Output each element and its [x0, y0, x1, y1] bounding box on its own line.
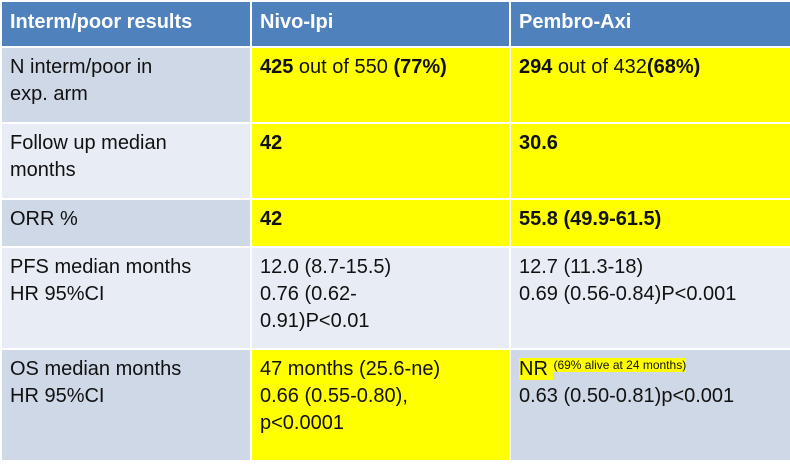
- pembro-cell: 55.8 (49.9-61.5): [509, 198, 790, 248]
- nivo-orr: 42: [260, 208, 283, 230]
- pembro-os-line: NR (69% alive at 24 months): [519, 356, 782, 383]
- pembro-total: out of 432: [552, 56, 647, 78]
- nivo-cell: 47 months (25.6-ne) 0.66 (0.55-0.80), p<…: [250, 348, 511, 462]
- label-line: OS median months: [10, 358, 182, 380]
- header-nivo-ipi: Nivo-Ipi: [250, 0, 511, 48]
- row-label: OS median months HR 95%CI: [0, 348, 252, 462]
- nivo-cell: 42: [250, 122, 511, 200]
- nivo-count: 425: [260, 56, 294, 78]
- pembro-cell: 12.7 (11.3-18) 0.69 (0.56-0.84)P<0.001: [509, 246, 790, 350]
- header-criteria: Interm/poor results: [0, 0, 252, 48]
- pembro-pfs-line: 0.69 (0.56-0.84)P<0.001: [519, 283, 737, 305]
- nivo-os-line: 0.66 (0.55-0.80),: [260, 385, 408, 407]
- pembro-cell: 294 out of 432(68%): [509, 46, 790, 124]
- table-row: N interm/poor in exp. arm 425 out of 550…: [0, 46, 790, 124]
- pembro-followup: 30.6: [519, 132, 558, 154]
- pembro-os-line: 0.63 (0.50-0.81)p<0.001: [519, 385, 735, 407]
- pembro-pfs-line: 12.7 (11.3-18): [519, 256, 644, 278]
- label-line: HR 95%CI: [10, 283, 105, 305]
- table-row: OS median months HR 95%CI 47 months (25.…: [0, 348, 790, 462]
- pembro-os-main: NR: [519, 358, 554, 380]
- pembro-os-note: (69% alive at 24 months): [553, 358, 687, 372]
- table-row: PFS median months HR 95%CI 12.0 (8.7-15.…: [0, 246, 790, 350]
- table-row: Follow up median months 42 30.6: [0, 122, 790, 200]
- label-line: months: [10, 159, 76, 181]
- nivo-pfs-line: 0.76 (0.62-: [260, 283, 357, 305]
- pembro-cell: NR (69% alive at 24 months) 0.63 (0.50-0…: [509, 348, 790, 462]
- label-line: exp. arm: [10, 83, 88, 105]
- label-line: Follow up median: [10, 132, 167, 154]
- nivo-followup: 42: [260, 132, 283, 154]
- label-line: N interm/poor in: [10, 56, 153, 78]
- header-row: Interm/poor results Nivo-Ipi Pembro-Axi: [0, 0, 790, 48]
- row-label: ORR %: [0, 198, 252, 248]
- label-line: HR 95%CI: [10, 385, 105, 407]
- nivo-pfs-line: 12.0 (8.7-15.5): [260, 256, 392, 278]
- pembro-cell: 30.6: [509, 122, 790, 200]
- label-line: PFS median months: [10, 256, 192, 278]
- pembro-count: 294: [519, 56, 553, 78]
- label-line: ORR %: [10, 208, 78, 230]
- nivo-pfs-line: 0.91)P<0.01: [260, 310, 370, 332]
- pembro-percent: (68%): [646, 56, 701, 78]
- row-label: Follow up median months: [0, 122, 252, 200]
- nivo-percent: (77%): [393, 56, 447, 78]
- nivo-total: out of 550: [293, 56, 394, 78]
- row-label: PFS median months HR 95%CI: [0, 246, 252, 350]
- header-pembro-axi: Pembro-Axi: [509, 0, 790, 48]
- row-label: N interm/poor in exp. arm: [0, 46, 252, 124]
- table-row: ORR % 42 55.8 (49.9-61.5): [0, 198, 790, 248]
- nivo-cell: 425 out of 550 (77%): [250, 46, 511, 124]
- nivo-os-line: p<0.0001: [260, 412, 344, 434]
- nivo-cell: 42: [250, 198, 511, 248]
- pembro-orr: 55.8 (49.9-61.5): [519, 208, 662, 230]
- nivo-cell: 12.0 (8.7-15.5) 0.76 (0.62- 0.91)P<0.01: [250, 246, 511, 350]
- nivo-os-line: 47 months (25.6-ne): [260, 358, 441, 380]
